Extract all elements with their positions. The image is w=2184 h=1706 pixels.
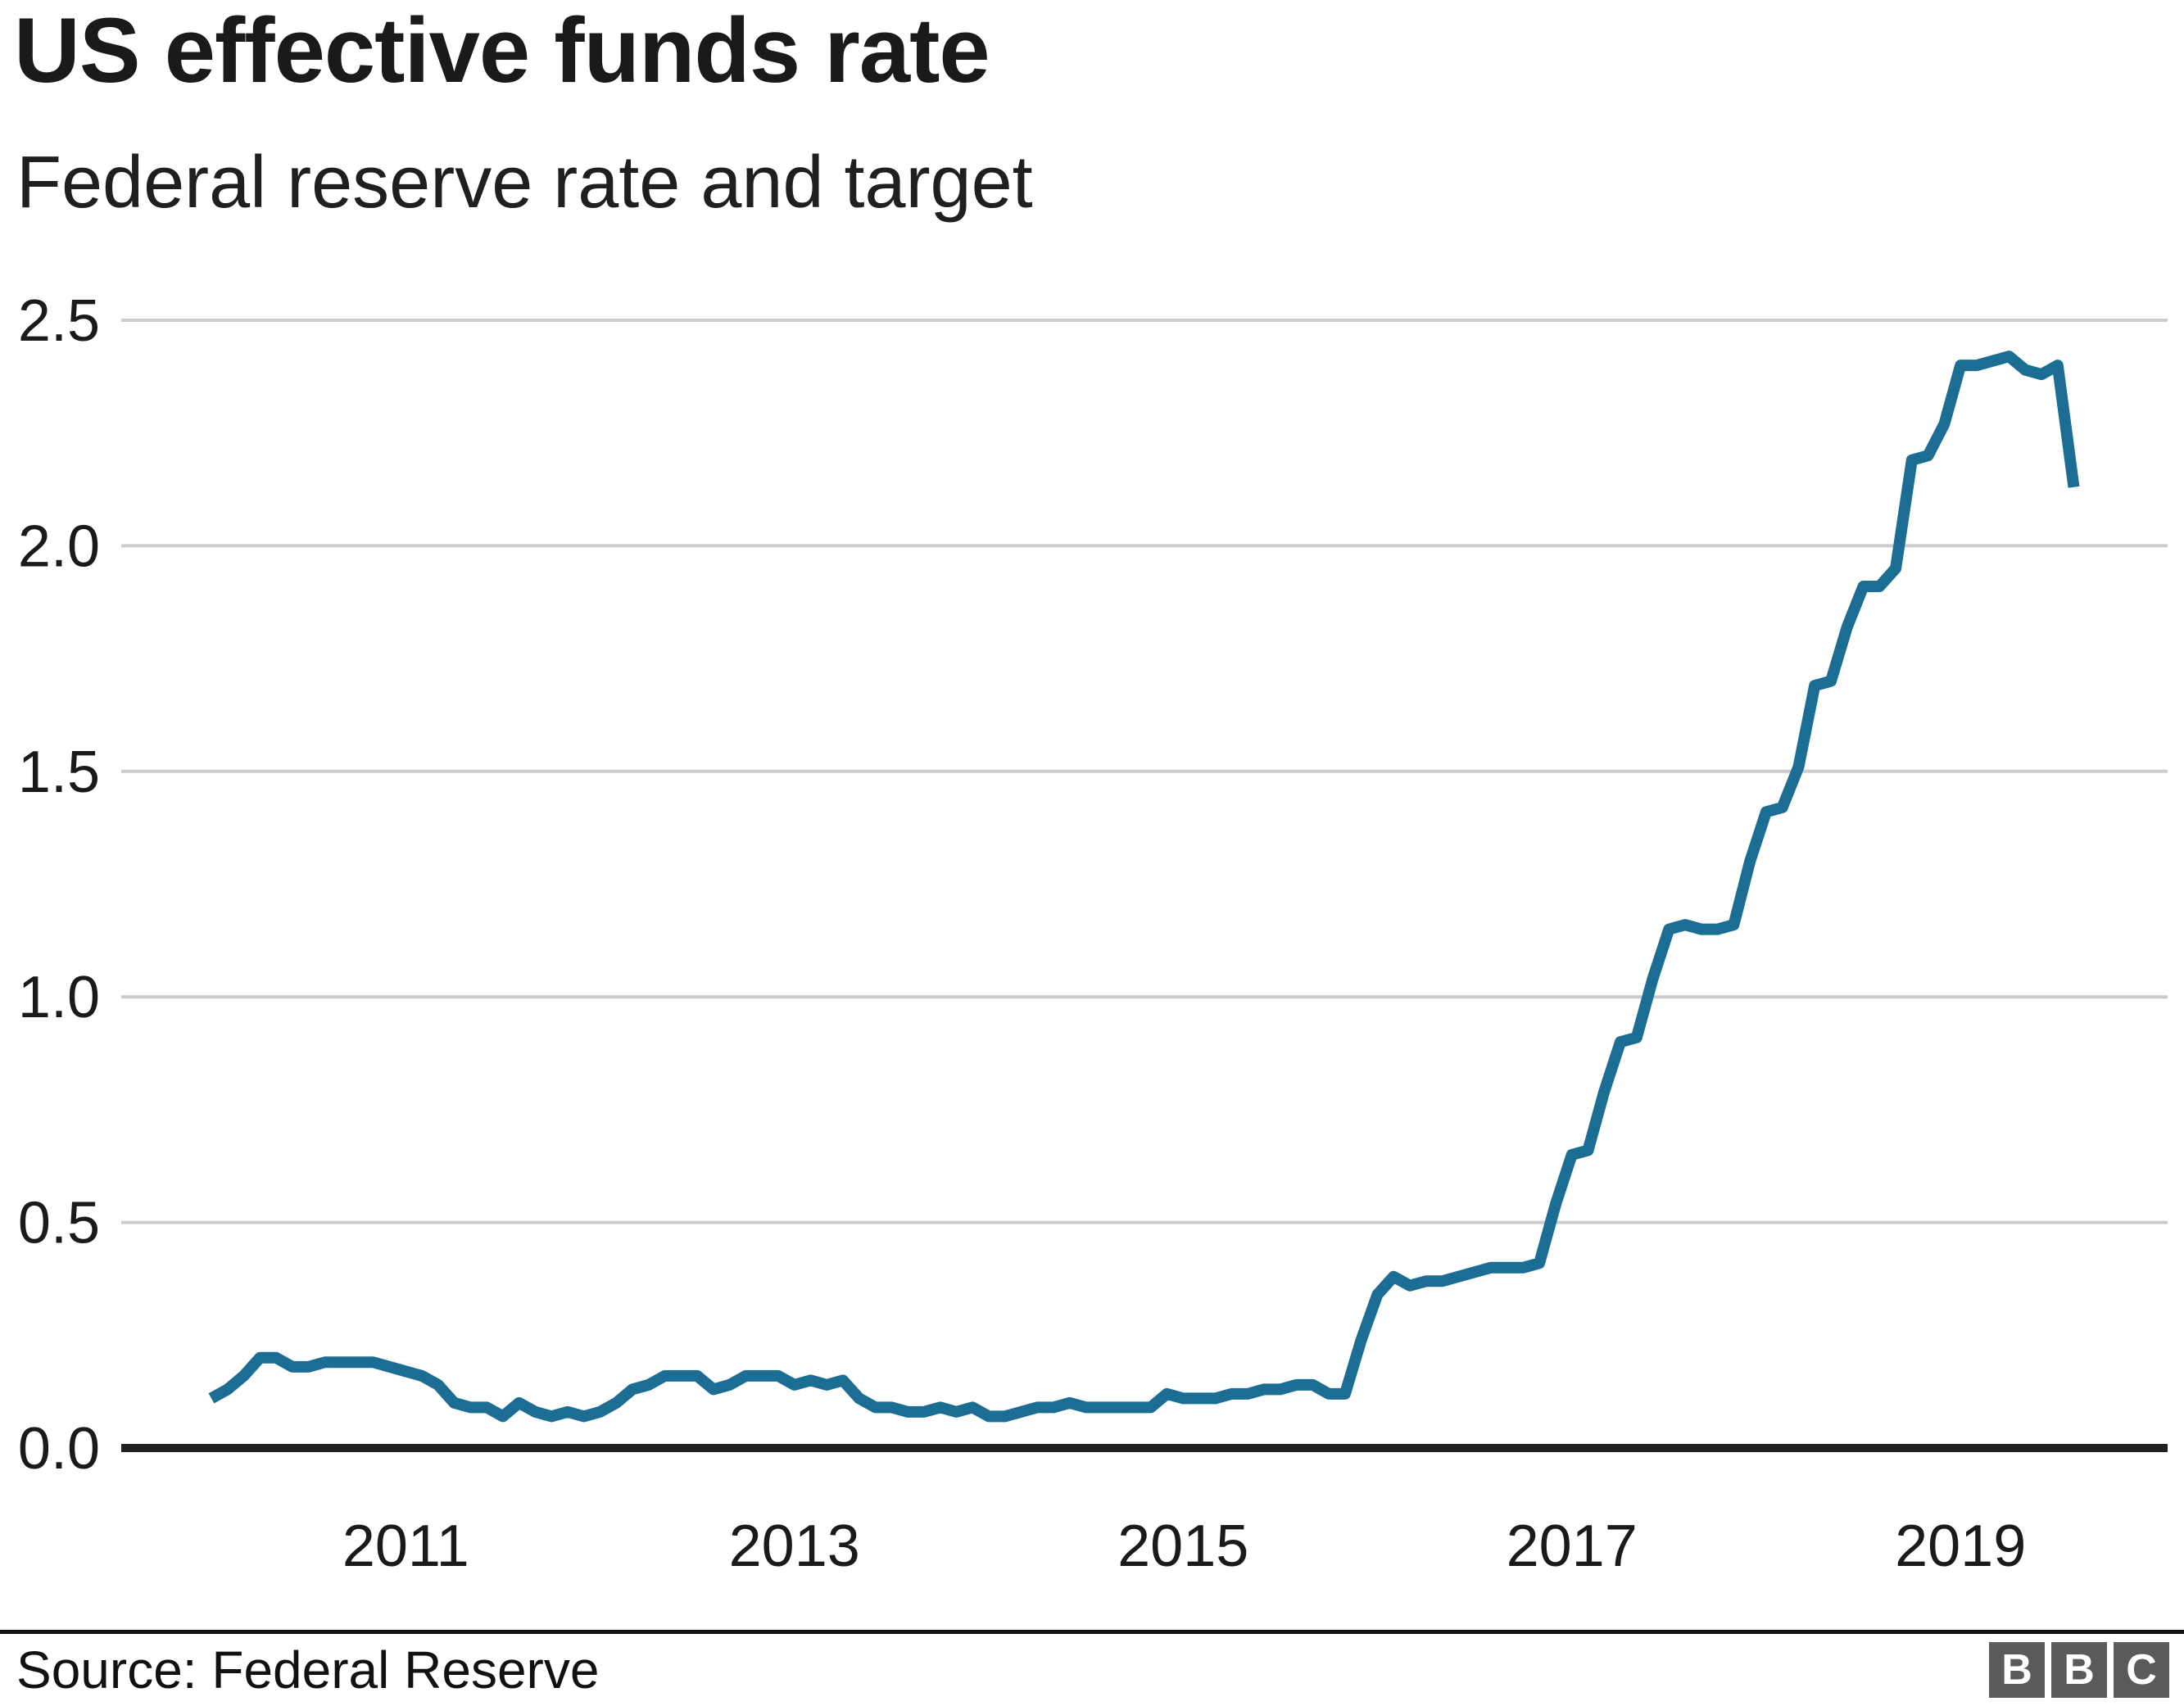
y-axis-label: 2.0 <box>18 514 100 579</box>
y-axis-label: 0.5 <box>18 1191 100 1256</box>
chart-title: US effective funds rate <box>14 0 990 102</box>
x-axis-label: 2015 <box>1117 1514 1248 1579</box>
bbc-logo-letter: C <box>2126 1646 2157 1694</box>
y-axis-label: 2.5 <box>18 288 100 354</box>
y-axis-label: 1.5 <box>18 740 100 805</box>
rate-line <box>208 351 2080 1423</box>
bbc-logo-block-1: B <box>1989 1642 2045 1698</box>
y-axis-label: 1.0 <box>18 965 100 1030</box>
x-axis-labels: 2011 2013 2015 2017 2019 <box>342 1514 2026 1579</box>
footer: Source: Federal Reserve B B C <box>0 1630 2184 1706</box>
chart-subtitle: Federal reserve rate and target <box>16 142 1033 224</box>
x-axis-label: 2013 <box>729 1514 860 1579</box>
x-axis-label: 2011 <box>342 1514 469 1579</box>
bbc-logo-letter: B <box>2064 1646 2095 1694</box>
bbc-logo-block-2: B <box>2051 1642 2107 1698</box>
bbc-logo-block-3: C <box>2114 1642 2169 1698</box>
x-axis-label: 2017 <box>1507 1514 1638 1579</box>
y-axis-label: 0.0 <box>18 1416 100 1482</box>
source-label: Source: Federal Reserve <box>16 1640 600 1699</box>
bbc-logo: B B C <box>1989 1642 2169 1698</box>
x-axis-label: 2019 <box>1895 1514 2026 1579</box>
y-axis-labels: 0.0 0.5 1.0 1.5 2.0 2.5 <box>18 288 100 1482</box>
bbc-logo-letter: B <box>2001 1646 2032 1694</box>
gridlines <box>121 319 2168 1452</box>
